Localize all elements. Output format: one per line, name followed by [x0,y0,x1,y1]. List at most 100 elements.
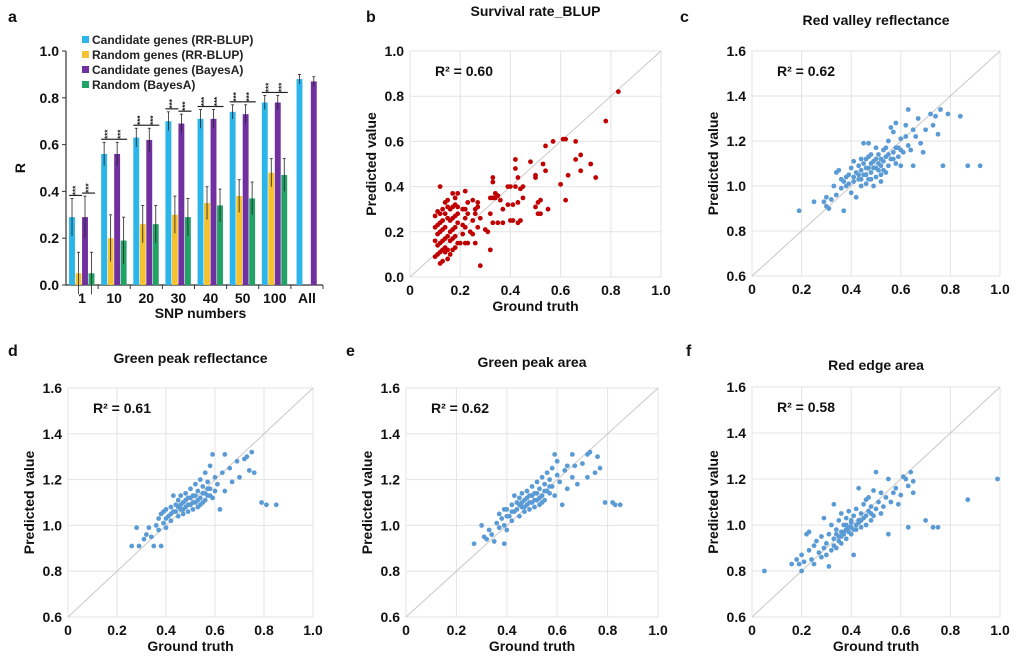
data-point [237,474,242,480]
data-point [851,179,857,184]
data-point [851,552,857,558]
x-axis-label: Ground truth [833,638,919,654]
data-point [814,538,819,544]
data-point [861,161,866,166]
data-point [435,242,441,248]
data-point [848,518,854,523]
x-axis-label: SNP numbers [155,305,247,321]
data-point [487,195,493,201]
data-point [831,183,837,189]
legend-label: Candidate genes (BayesA) [92,63,243,77]
significance-label: *** [264,82,273,92]
data-point [871,158,876,164]
data-point [193,481,198,487]
data-point [490,179,496,185]
data-point [873,506,879,512]
data-point [432,238,438,244]
data-point [809,557,814,562]
data-point [858,183,864,189]
data-point [930,122,936,128]
legend-label: Candidate genes (RR-BLUP) [92,33,253,47]
data-point [249,449,255,455]
data-point [435,231,441,237]
x-tick-label: 0.4 [497,622,517,638]
data-point [811,543,817,549]
data-point [513,157,518,162]
y-tick-label: 1.0 [40,43,60,59]
data-point [886,138,891,144]
data-point [826,531,832,537]
data-point [831,543,837,549]
data-point [938,107,943,112]
data-point [806,547,812,553]
y-tick-label: 0.8 [381,563,401,579]
data-point [836,538,842,544]
data-point [843,536,849,542]
data-point [170,493,176,499]
data-point [564,463,570,469]
data-point [222,488,228,494]
data-point [833,531,839,537]
data-point [190,506,196,512]
data-point [515,175,521,180]
bar [261,102,268,285]
data-point [910,127,916,133]
data-point [540,161,546,167]
data-point [843,515,849,521]
data-point [134,525,140,531]
data-point [824,541,829,546]
data-point [873,165,879,171]
data-point [522,509,527,515]
data-point [595,454,600,460]
data-point [578,152,584,158]
data-point [161,520,166,526]
data-point [510,202,516,208]
data-point [450,247,456,253]
data-point [202,470,208,476]
data-point [895,154,901,160]
data-point [447,238,453,244]
data-point [210,452,215,457]
data-point [197,502,203,508]
data-point [898,492,904,498]
data-point [833,192,839,198]
significance-label: *** [117,129,126,139]
data-point [173,509,179,515]
data-point [910,163,916,169]
data-point [520,195,526,201]
data-point [945,111,951,117]
panel-title: Green peak area [478,354,587,370]
data-point [841,208,847,214]
data-point [205,479,211,485]
data-point [535,200,541,205]
data-point [517,513,522,519]
data-point [816,550,822,555]
y-tick-label: 1.0 [43,517,63,533]
data-point [858,511,864,516]
x-tick-label: 1.0 [648,622,668,638]
y-tick-label: 0.8 [727,563,747,579]
data-point [848,190,854,196]
data-point [848,165,854,171]
data-point [893,161,899,166]
data-point [873,145,879,151]
data-point [435,209,441,214]
y-tick-label: 1.2 [43,472,63,488]
r-squared-annotation: R² = 0.62 [777,63,835,79]
data-point [447,252,453,257]
y-tick-label: 0.8 [385,88,405,104]
data-point [886,476,891,482]
data-point [445,215,451,221]
data-point [533,175,538,180]
data-point [532,504,537,510]
data-point [207,463,213,469]
significance-label: *** [245,91,254,101]
data-point [175,497,181,503]
data-point [592,470,598,476]
y-tick-label: 0.0 [40,277,60,293]
y-tick-label: 1.6 [727,379,747,395]
data-point [501,541,507,547]
x-tick-label: 20 [139,290,155,306]
significance-label: *** [181,101,190,111]
data-point [846,172,852,178]
